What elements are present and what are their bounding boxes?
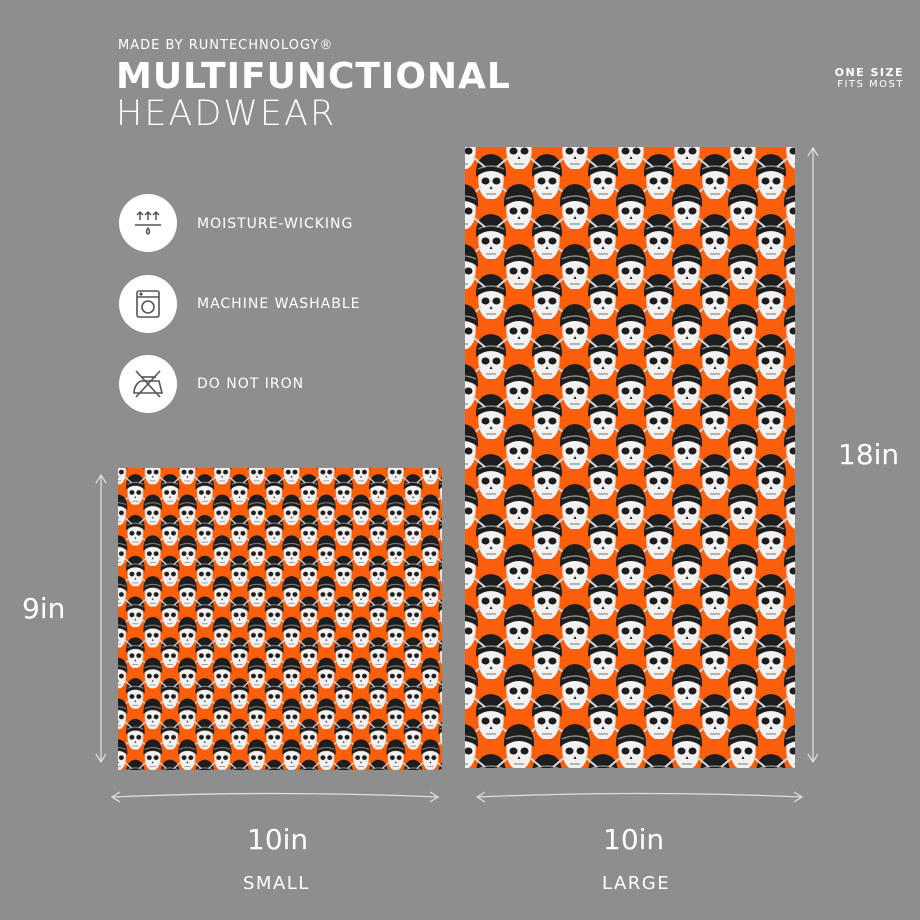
small-headwear-fabric <box>118 468 442 770</box>
page-title: MULTIFUNCTIONAL <box>116 56 511 97</box>
small-size-caption: SMALL <box>243 873 310 894</box>
feature-label: MOISTURE-WICKING <box>197 216 354 232</box>
feature-label: MACHINE WASHABLE <box>197 296 361 312</box>
feature-label: DO NOT IRON <box>197 376 305 392</box>
brand-tagline: MADE BY RUNTECHNOLOGY® <box>118 38 334 53</box>
washing-machine-icon <box>119 275 177 333</box>
large-size-caption: LARGE <box>602 873 671 894</box>
small-height-label: 9in <box>22 592 66 625</box>
page-subtitle: HEADWEAR <box>116 94 337 134</box>
large-headwear-fabric <box>465 147 795 768</box>
size-note-line2: FITS MOST <box>837 79 904 90</box>
moisture-wicking-icon <box>119 194 177 252</box>
size-note-line1: ONE SIZE <box>834 66 904 79</box>
small-width-label: 10in <box>247 823 309 856</box>
no-iron-icon <box>119 355 177 413</box>
large-height-label: 18in <box>838 438 900 471</box>
large-width-label: 10in <box>603 823 665 856</box>
